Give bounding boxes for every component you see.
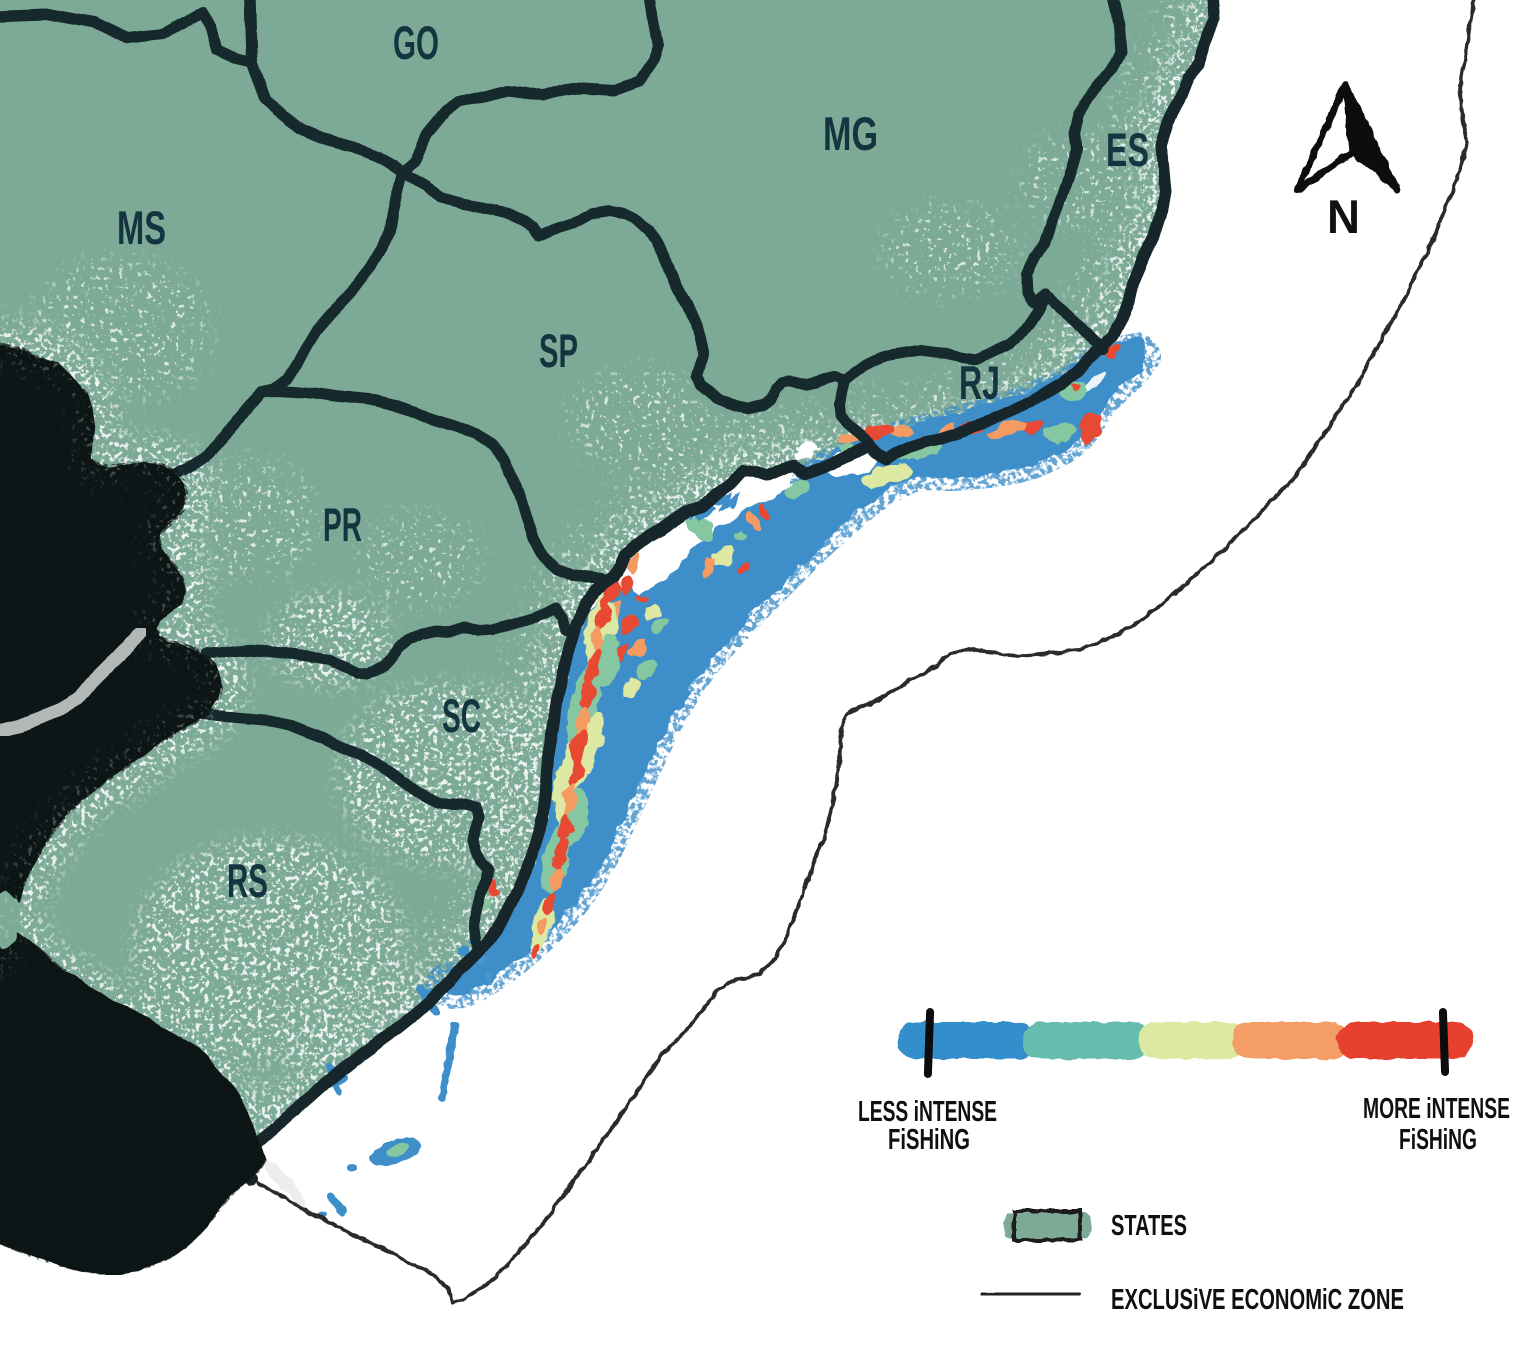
svg-text:SC: SC [442,689,481,742]
svg-text:ES: ES [1106,123,1149,176]
svg-text:N: N [1327,190,1360,243]
svg-text:STATES: STATES [1111,1210,1187,1242]
svg-text:SP: SP [539,324,578,377]
svg-text:MG: MG [823,107,878,160]
svg-text:MS: MS [117,201,166,254]
svg-text:LESS iNTENSE: LESS iNTENSE [858,1096,997,1128]
svg-text:MORE iNTENSE: MORE iNTENSE [1363,1093,1510,1125]
svg-text:PR: PR [323,498,362,551]
svg-text:FiSHiNG: FiSHiNG [888,1124,970,1156]
svg-text:GO: GO [393,16,439,69]
svg-text:RS: RS [227,854,268,907]
svg-text:EXCLUSiVE ECONOMiC ZONE: EXCLUSiVE ECONOMiC ZONE [1111,1284,1404,1316]
svg-text:FiSHiNG: FiSHiNG [1399,1124,1477,1156]
svg-text:RJ: RJ [959,356,1000,409]
